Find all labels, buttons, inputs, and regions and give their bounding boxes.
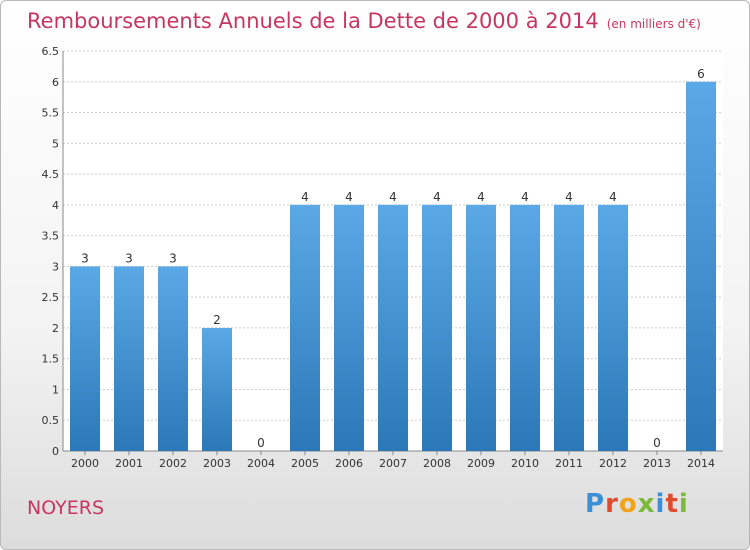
x-tick-label: 2006 <box>335 457 363 470</box>
x-tick-label: 2002 <box>159 457 187 470</box>
data-label-2000: 3 <box>81 251 89 265</box>
bar-2003 <box>202 327 232 451</box>
chart-unit: (en milliers d'€) <box>606 17 701 31</box>
data-label-2014: 6 <box>697 67 705 81</box>
bar-2008 <box>422 204 452 451</box>
y-tick-label: 6 <box>52 76 59 89</box>
x-tick-label: 2008 <box>423 457 451 470</box>
data-label-2001: 3 <box>125 251 133 265</box>
y-tick-label: 4 <box>52 199 59 212</box>
bar-2001 <box>114 266 144 451</box>
x-tick-label: 2012 <box>599 457 627 470</box>
y-tick-label: 1 <box>52 383 59 396</box>
bar-2005 <box>290 204 320 451</box>
y-tick-label: 0.5 <box>42 414 60 427</box>
data-label-2005: 4 <box>301 190 309 204</box>
bar-2014 <box>686 81 716 452</box>
x-tick-label: 2005 <box>291 457 319 470</box>
x-tick-label: 2009 <box>467 457 495 470</box>
y-tick-label: 3.5 <box>42 230 60 243</box>
x-tick-label: 2010 <box>511 457 539 470</box>
data-label-2007: 4 <box>389 190 397 204</box>
chart-title-text: Remboursements Annuels de la Dette de 20… <box>27 9 599 33</box>
bar-2002 <box>158 266 188 451</box>
x-tick-label: 2007 <box>379 457 407 470</box>
y-tick-label: 4.5 <box>42 168 60 181</box>
chart-title: Remboursements Annuels de la Dette de 20… <box>27 9 701 33</box>
bar-2011 <box>554 204 584 451</box>
x-tick-label: 2004 <box>247 457 275 470</box>
x-tick-label: 2013 <box>643 457 671 470</box>
x-tick-label: 2003 <box>203 457 231 470</box>
y-tick-label: 3 <box>52 260 59 273</box>
town-name: NOYERS <box>27 497 105 519</box>
y-tick-label: 5.5 <box>42 107 60 120</box>
data-label-2003: 2 <box>213 313 221 327</box>
bar-2009 <box>466 204 496 451</box>
data-label-2004: 0 <box>257 436 265 450</box>
x-tick-label: 2011 <box>555 457 583 470</box>
data-label-2012: 4 <box>609 190 617 204</box>
data-label-2011: 4 <box>565 190 573 204</box>
bar-2007 <box>378 204 408 451</box>
y-tick-label: 0 <box>52 445 59 458</box>
x-tick-label: 2000 <box>71 457 99 470</box>
y-tick-label: 1.5 <box>42 353 60 366</box>
data-label-2008: 4 <box>433 190 441 204</box>
x-tick-label: 2001 <box>115 457 143 470</box>
y-tick-label: 2.5 <box>42 291 60 304</box>
data-label-2013: 0 <box>653 436 661 450</box>
x-tick-label: 2014 <box>687 457 715 470</box>
data-label-2010: 4 <box>521 190 529 204</box>
bar-2012 <box>598 204 628 451</box>
bar-2000 <box>70 266 100 451</box>
y-tick-label: 6.5 <box>42 45 60 58</box>
y-tick-label: 5 <box>52 137 59 150</box>
y-tick-label: 2 <box>52 322 59 335</box>
data-label-2002: 3 <box>169 251 177 265</box>
data-label-2006: 4 <box>345 190 353 204</box>
bar-2010 <box>510 204 540 451</box>
bar-2006 <box>334 204 364 451</box>
proxiti-logo: Proxiti <box>585 489 689 519</box>
data-label-2009: 4 <box>477 190 485 204</box>
